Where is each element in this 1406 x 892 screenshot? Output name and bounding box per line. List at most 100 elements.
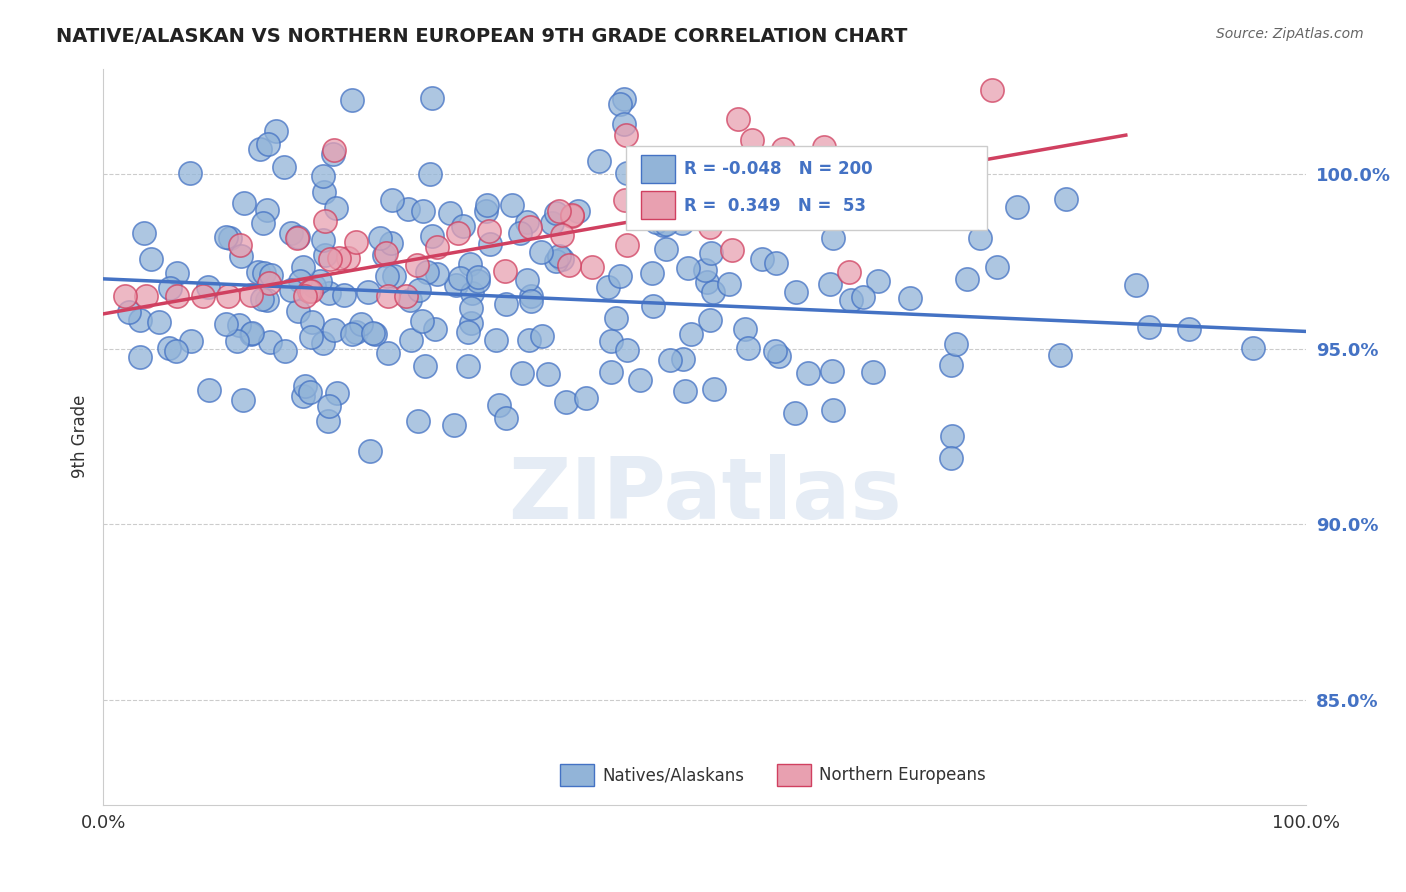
Point <box>613 193 636 207</box>
Point <box>609 97 631 112</box>
Point <box>1178 322 1201 336</box>
Point <box>673 384 696 398</box>
Text: ZIPatlas: ZIPatlas <box>508 454 901 537</box>
Point <box>375 268 398 283</box>
Point <box>616 343 638 357</box>
Point <box>266 124 288 138</box>
Point <box>344 235 367 249</box>
Point <box>439 206 461 220</box>
Point <box>1137 320 1160 334</box>
FancyBboxPatch shape <box>627 145 987 230</box>
Point <box>488 398 510 412</box>
Point <box>516 215 538 229</box>
Point <box>467 274 489 288</box>
Point <box>457 325 479 339</box>
Point <box>676 260 699 275</box>
Point <box>217 289 239 303</box>
Point <box>613 117 636 131</box>
Point <box>699 313 721 327</box>
Point <box>1049 348 1071 362</box>
Point <box>831 207 853 221</box>
Point <box>821 364 844 378</box>
Point <box>600 334 623 349</box>
Point <box>166 266 188 280</box>
FancyBboxPatch shape <box>641 154 675 183</box>
Point <box>581 260 603 274</box>
Point <box>659 352 682 367</box>
Point <box>285 231 308 245</box>
Point <box>643 299 665 313</box>
Point <box>288 274 311 288</box>
Point <box>256 203 278 218</box>
Point <box>768 349 790 363</box>
Point <box>340 94 363 108</box>
Point <box>868 274 890 288</box>
Point <box>406 414 429 428</box>
Point <box>287 230 309 244</box>
Point <box>373 248 395 262</box>
Point <box>166 289 188 303</box>
Point <box>776 193 799 207</box>
Point <box>219 230 242 244</box>
Point <box>727 112 749 126</box>
FancyBboxPatch shape <box>778 764 811 786</box>
Point <box>838 265 860 279</box>
Point <box>702 285 724 300</box>
Point <box>314 248 336 262</box>
Point <box>785 285 807 299</box>
Point <box>319 252 342 267</box>
Text: Natives/Alaskans: Natives/Alaskans <box>602 766 744 784</box>
Point <box>609 268 631 283</box>
Point <box>720 243 742 257</box>
Point <box>280 226 302 240</box>
Point <box>399 293 422 307</box>
Point <box>495 297 517 311</box>
Point <box>444 278 467 293</box>
Point <box>129 313 152 327</box>
Point <box>561 209 583 223</box>
Point <box>249 142 271 156</box>
Text: R =  0.349   N =  53: R = 0.349 N = 53 <box>685 197 866 215</box>
Point <box>783 406 806 420</box>
Point <box>475 203 498 218</box>
Point <box>700 245 723 260</box>
Point <box>672 351 695 366</box>
Point <box>256 293 278 308</box>
Point <box>692 175 714 189</box>
Point <box>312 169 335 184</box>
Point <box>1054 192 1077 206</box>
Point <box>495 410 517 425</box>
Point <box>312 335 335 350</box>
Point <box>898 291 921 305</box>
Point <box>292 389 315 403</box>
Point <box>681 327 703 342</box>
Point <box>941 358 963 372</box>
Point <box>419 167 441 181</box>
Point <box>730 201 752 215</box>
Point <box>517 333 540 347</box>
Point <box>457 359 479 373</box>
Point <box>832 166 855 180</box>
Point <box>198 383 221 397</box>
Point <box>381 193 404 207</box>
Point <box>426 240 449 254</box>
Point <box>215 230 238 244</box>
Point <box>377 289 399 303</box>
Point <box>325 202 347 216</box>
Point <box>229 248 252 262</box>
Point <box>693 262 716 277</box>
Point <box>1007 200 1029 214</box>
Point <box>157 341 180 355</box>
Point <box>406 258 429 272</box>
Point <box>229 237 252 252</box>
Point <box>412 203 434 218</box>
Point <box>763 344 786 359</box>
Point <box>737 341 759 355</box>
Point <box>423 322 446 336</box>
Point <box>252 293 274 307</box>
Point <box>333 287 356 301</box>
Point <box>259 335 281 350</box>
Point <box>475 198 498 212</box>
Point <box>361 326 384 341</box>
Point <box>314 213 336 227</box>
